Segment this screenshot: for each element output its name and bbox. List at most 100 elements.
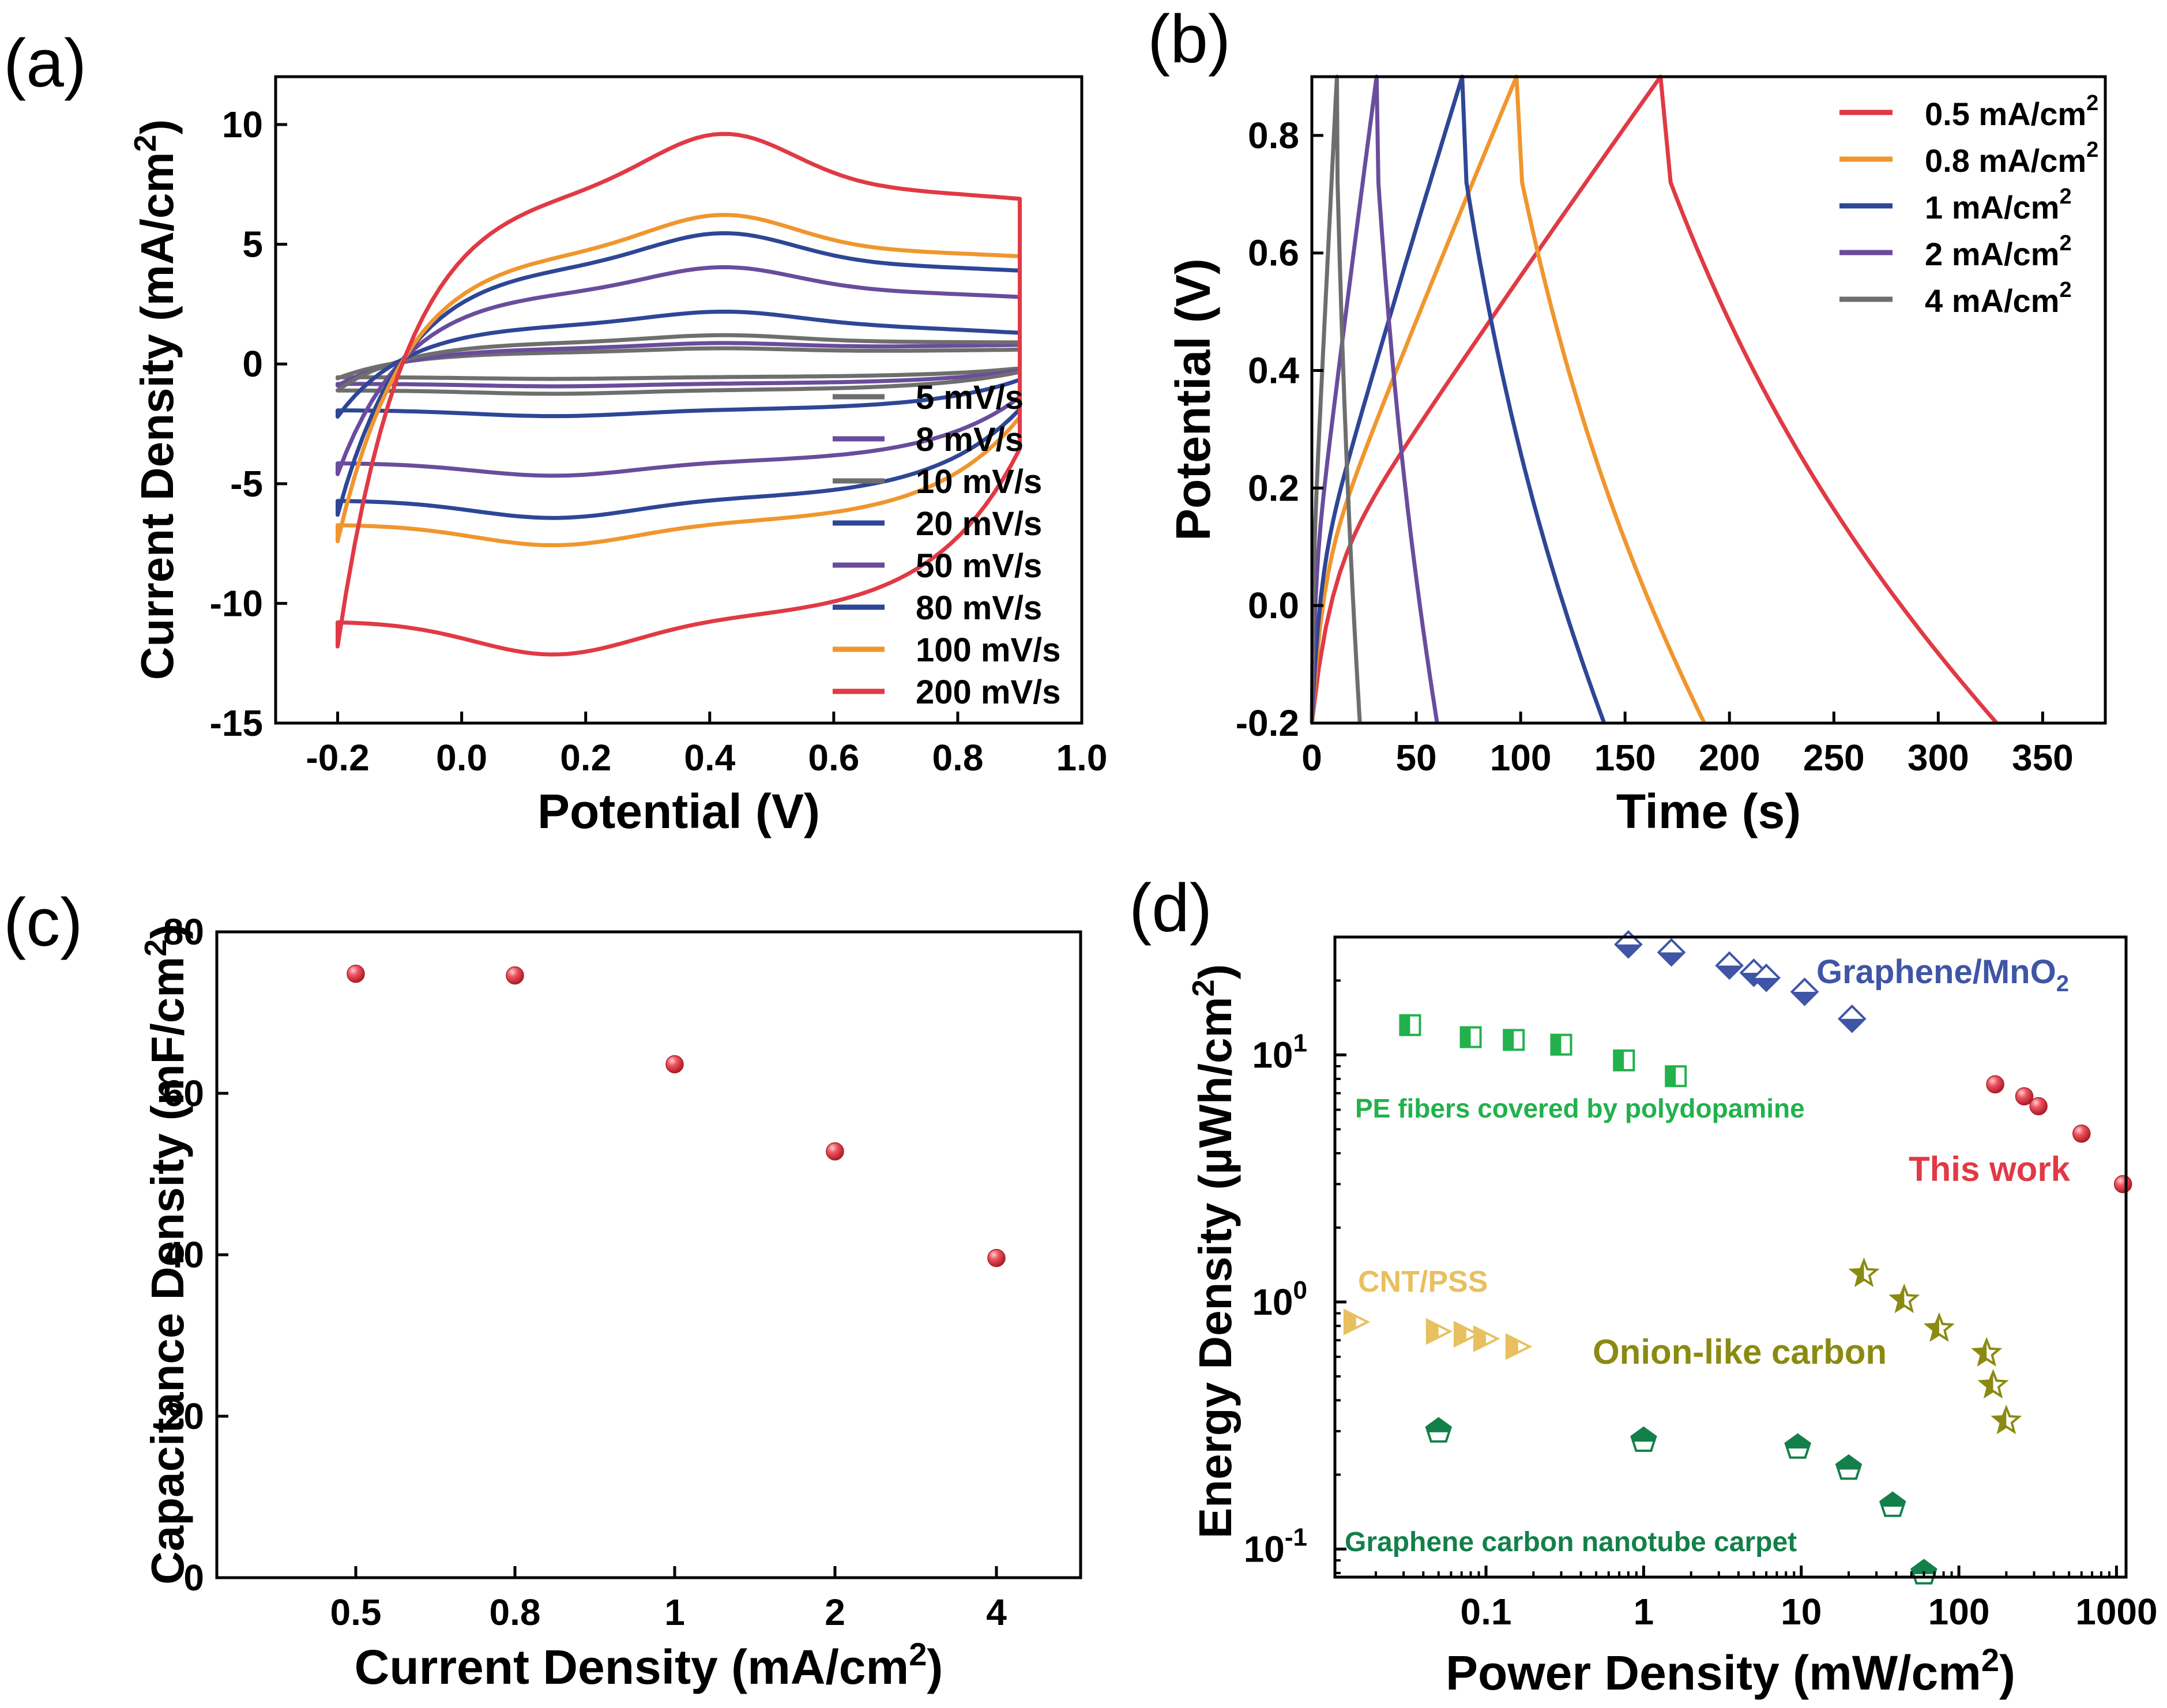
d-marker-fill <box>1717 965 1743 979</box>
panel-d-xlabel-sup: 2 <box>1981 1642 1999 1678</box>
d-data-point <box>1971 1337 2003 1367</box>
c-ytick-label: 60 <box>163 1073 204 1114</box>
c-ytick-label: 20 <box>163 1395 204 1437</box>
panel-c-label: (c) <box>3 885 83 961</box>
b-ytick-label: 0.0 <box>1248 585 1299 626</box>
panel-a-legend: 5 mV/s 8 mV/s 10 mV/s 20 mV/s 50 mV/s 80 mV/s… <box>833 379 1061 711</box>
a-xtick-label: 1.0 <box>1056 737 1108 778</box>
d-data-point <box>1752 964 1781 992</box>
b-ytick-label: 0.2 <box>1248 467 1299 509</box>
panel-a-ticks: -0.2 0.0 0.2 0.4 0.6 0.8 1.0 -15 -10 -5 0 5 10 <box>210 104 1108 778</box>
d-annot-this-work: This work <box>1909 1150 2071 1188</box>
panel-b: (b) 0 50 100 150 200 250 300 350 -0.2 0.0 0.2 0.4 0.… <box>1148 1 2107 838</box>
d-marker-fill <box>1927 1315 1939 1340</box>
d-marker-fill <box>1986 1075 2004 1094</box>
b-gcd-curve-2 <box>1310 74 1607 724</box>
d-marker-fill <box>1993 1408 2007 1432</box>
d-data-point <box>1459 1026 1482 1048</box>
d-annot-sub: 2 <box>2056 971 2069 996</box>
d-data-point <box>2113 1175 2132 1194</box>
d-data-point <box>1715 951 1744 980</box>
b-legend-sup: 2 <box>2059 231 2071 255</box>
d-marker-fill <box>1504 1030 1514 1050</box>
panel-c-xlabel-end: ) <box>927 1640 943 1694</box>
a-legend-label: 100 mV/s <box>916 631 1061 669</box>
b-xtick-label: 250 <box>1803 737 1865 778</box>
c-data-point <box>506 966 524 985</box>
b-ytick-label: 0.8 <box>1248 115 1299 156</box>
panel-d-xlabel-text: Power Density (mW/cm <box>1446 1646 1981 1700</box>
d-marker-fill <box>1974 1340 1987 1364</box>
d-marker-fill <box>1851 1261 1864 1285</box>
a-xtick-label: -0.2 <box>306 737 369 778</box>
a-xtick-label: 0.4 <box>684 737 735 778</box>
d-ytick-exp: 0 <box>1293 1276 1307 1304</box>
panel-d-ylabel: Energy Density (µWh/cm2) <box>1186 964 1241 1538</box>
b-legend-label: 0.5 mA/cm2 <box>1925 91 2098 132</box>
d-data-point <box>2029 1097 2048 1116</box>
d-data-point <box>1888 1283 1920 1314</box>
d-data-point <box>1657 938 1686 967</box>
d-data-point <box>1503 1029 1525 1051</box>
d-xtick-label: 1 <box>1634 1591 1654 1632</box>
panel-d-xlabel-end: ) <box>1999 1646 2015 1700</box>
a-xtick-label: 0.8 <box>932 737 983 778</box>
d-marker-fill <box>1980 1372 1993 1396</box>
d-ytick-label: 101 <box>1252 1029 1307 1075</box>
panel-c-frame <box>215 930 1082 1579</box>
d-marker-fill <box>2072 1124 2091 1143</box>
panel-b-ticks: 0 50 100 150 200 250 300 350 -0.2 0.0 0.2 0.4 0.6 0.8 <box>1236 115 2074 778</box>
c-ytick-label: 0 <box>183 1557 204 1598</box>
c-xtick-label: 0.8 <box>490 1592 541 1633</box>
d-data-point <box>1613 1049 1635 1071</box>
d-marker-fill <box>1615 944 1641 957</box>
b-gcd-curve-0 <box>1310 74 1999 725</box>
b-legend-label: 2 mA/cm2 <box>1925 231 2072 272</box>
d-data-point <box>2015 1087 2034 1105</box>
d-xtick-label: 100 <box>1928 1591 1990 1632</box>
d-data-point <box>1790 977 1819 1006</box>
a-xtick-label: 0.6 <box>808 737 859 778</box>
d-data-point <box>1505 1333 1533 1360</box>
a-xtick-label: 0.2 <box>560 737 611 778</box>
b-gcd-curve-3 <box>1310 74 1439 724</box>
d-marker-fill <box>1551 1034 1562 1055</box>
b-xtick-label: 350 <box>2012 737 2074 778</box>
a-legend-label: 10 mV/s <box>916 463 1042 501</box>
d-ytick-exp: 1 <box>1293 1029 1307 1057</box>
a-legend-label: 50 mV/s <box>916 547 1042 585</box>
d-marker-fill <box>1754 977 1780 991</box>
b-gcd-curve-4 <box>1310 74 1362 724</box>
b-legend-sup: 2 <box>2086 138 2098 162</box>
c-xtick-label: 2 <box>825 1592 845 1633</box>
d-data-point <box>1473 1325 1500 1352</box>
d-ytick-label: 100 <box>1252 1276 1307 1323</box>
a-legend-label: 5 mV/s <box>916 379 1024 416</box>
d-annot-onion-carbon: Onion-like carbon <box>1593 1333 1887 1371</box>
d-marker-fill <box>1344 1310 1356 1334</box>
d-data-point <box>1784 1433 1811 1459</box>
panel-d-xlabel: Power Density (mW/cm2) <box>1446 1642 2015 1700</box>
c-ytick-label: 40 <box>163 1234 204 1276</box>
d-marker-fill <box>2113 1175 2132 1194</box>
d-annot-pe-fibers: PE fibers covered by polydopamine <box>1355 1093 1805 1123</box>
a-ytick-label: 10 <box>222 104 263 145</box>
d-ytick-exp: -1 <box>1285 1523 1307 1551</box>
d-data-point <box>1614 930 1643 959</box>
c-data-point <box>826 1142 844 1161</box>
panel-c-xlabel-sup: 2 <box>909 1636 927 1672</box>
c-data-point <box>987 1248 1006 1267</box>
a-cv-curve-7 <box>336 131 1022 657</box>
d-data-point <box>1879 1491 1906 1517</box>
a-ytick-label: -10 <box>210 582 264 624</box>
d-marker-fill <box>1880 1492 1905 1507</box>
b-xtick-label: 0 <box>1301 737 1322 778</box>
a-legend-label: 20 mV/s <box>916 505 1042 543</box>
d-data-point <box>1665 1065 1687 1088</box>
b-ytick-label: -0.2 <box>1236 702 1299 744</box>
panel-c-xlabel-text: Current Density (mA/cm <box>355 1640 909 1694</box>
d-data-point <box>1630 1426 1657 1452</box>
